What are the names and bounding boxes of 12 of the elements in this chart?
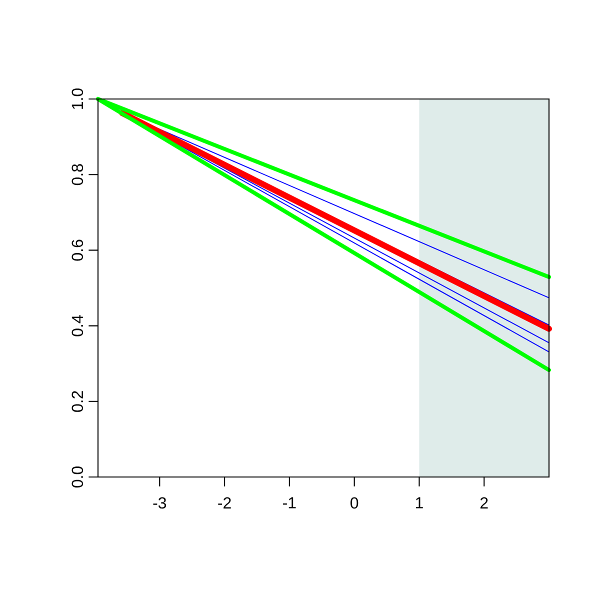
x-tick-label: 1 xyxy=(416,497,423,508)
x-tick-label: -1 xyxy=(283,497,296,508)
y-tick-label: 0.0 xyxy=(72,466,84,488)
y-tick-label: 0.2 xyxy=(72,391,84,412)
y-tick-label: 1.0 xyxy=(72,88,84,109)
x-tick-label: -3 xyxy=(153,497,166,509)
x-tick-label: 2 xyxy=(480,497,488,508)
x-tick-label: -2 xyxy=(218,497,231,508)
y-tick-label: 0.6 xyxy=(72,240,84,261)
y-tick-label: 0.4 xyxy=(72,315,84,336)
y-tick-label: 0.8 xyxy=(72,164,84,186)
x-tick-label: 0 xyxy=(350,497,358,509)
